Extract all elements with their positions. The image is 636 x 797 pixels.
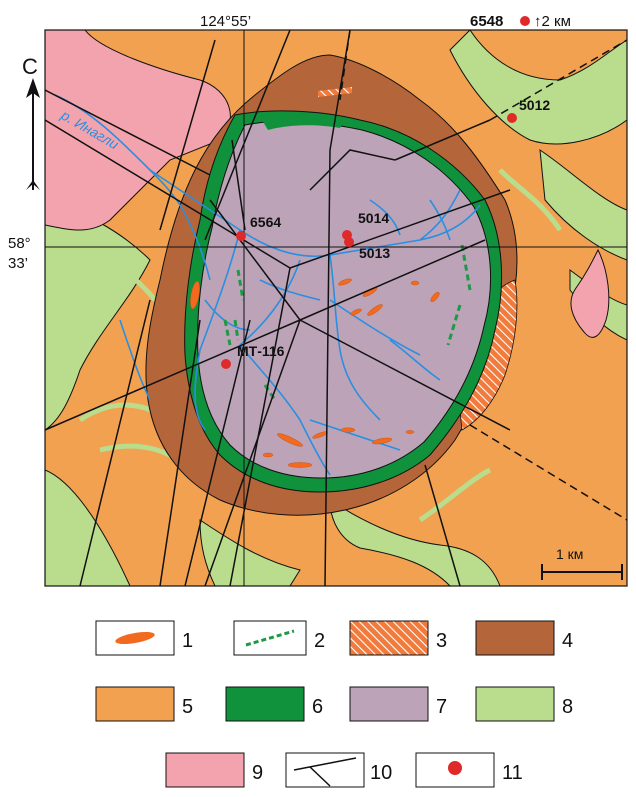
longitude-label: 124°55’ <box>200 13 251 30</box>
legend-num-11: 11 <box>502 762 523 784</box>
north-arrow-icon <box>26 78 40 190</box>
lilac-core-unit <box>197 120 492 479</box>
lilac-swatch <box>349 686 429 722</box>
offset-point-marker <box>520 16 530 26</box>
legend-item-2: 2 <box>233 620 325 656</box>
legend-num-6: 6 <box>312 696 323 718</box>
green-dashed-dykes <box>223 244 472 401</box>
green-dash-swatch <box>245 629 295 647</box>
light-green-swatch <box>475 686 555 722</box>
legend-num-7: 7 <box>436 696 447 718</box>
orange-lens-swatch <box>115 631 155 645</box>
offset-point-label: 6548 <box>470 13 503 30</box>
dashed-faults <box>339 30 627 521</box>
legend-item-5: 5 <box>95 686 193 722</box>
river-network <box>54 94 481 476</box>
orange-lenses <box>190 278 440 468</box>
legend-item-3: 3 <box>349 620 447 656</box>
legend: 1 2 3 4 5 6 7 8 <box>95 620 573 788</box>
legend-num-3: 3 <box>436 630 447 652</box>
brown-swatch <box>475 620 555 656</box>
orange-swatch <box>95 686 175 722</box>
legend-item-7: 7 <box>349 686 447 722</box>
map-border <box>44 29 628 587</box>
dark-green-patch <box>262 113 345 130</box>
legend-num-2: 2 <box>314 630 325 652</box>
legend-num-4: 4 <box>562 630 573 652</box>
faults-swatch <box>293 757 357 787</box>
sample-point-markers <box>221 113 517 369</box>
red-dot-swatch <box>448 761 462 775</box>
offset-distance-label: ↑2 км <box>534 13 571 30</box>
latitude-degree-label: 58° <box>8 235 31 252</box>
legend-item-8: 8 <box>475 686 573 722</box>
legend-num-1: 1 <box>182 630 193 652</box>
hatched-unit-topmost <box>318 87 352 97</box>
sample-label-5012: 5012 <box>519 97 550 113</box>
north-arrow-label: С <box>22 54 38 79</box>
legend-num-8: 8 <box>562 696 573 718</box>
legend-num-9: 9 <box>252 762 263 784</box>
scale-bar: 1 км <box>541 546 623 580</box>
faults <box>45 30 511 586</box>
legend-num-10: 10 <box>370 762 392 784</box>
scale-bar-label: 1 км <box>556 546 583 562</box>
coordinate-grid <box>45 30 627 586</box>
pink-swatch <box>165 752 245 788</box>
sample-point-5013 <box>344 237 354 247</box>
legend-item-11: 11 <box>415 752 523 788</box>
sample-label-5014: 5014 <box>358 210 389 226</box>
sample-label-6564: 6564 <box>250 214 281 230</box>
legend-item-9: 9 <box>165 752 263 788</box>
sample-point-mt116 <box>221 359 231 369</box>
legend-item-1: 1 <box>95 620 193 656</box>
legend-item-10: 10 <box>285 752 392 788</box>
sample-point-6564 <box>236 231 246 241</box>
latitude-minute-label: 33’ <box>8 255 28 272</box>
hatch-swatch <box>349 620 429 656</box>
legend-item-6: 6 <box>225 686 323 722</box>
pink-unit-right <box>570 248 610 338</box>
sample-point-5012 <box>507 113 517 123</box>
map-body <box>45 30 627 586</box>
sample-label-mt116: МТ-116 <box>237 343 285 359</box>
legend-item-4: 4 <box>475 620 573 656</box>
sample-label-5013: 5013 <box>359 245 390 261</box>
light-green-bands <box>45 30 627 586</box>
legend-num-5: 5 <box>182 696 193 718</box>
dark-green-swatch <box>225 686 305 722</box>
